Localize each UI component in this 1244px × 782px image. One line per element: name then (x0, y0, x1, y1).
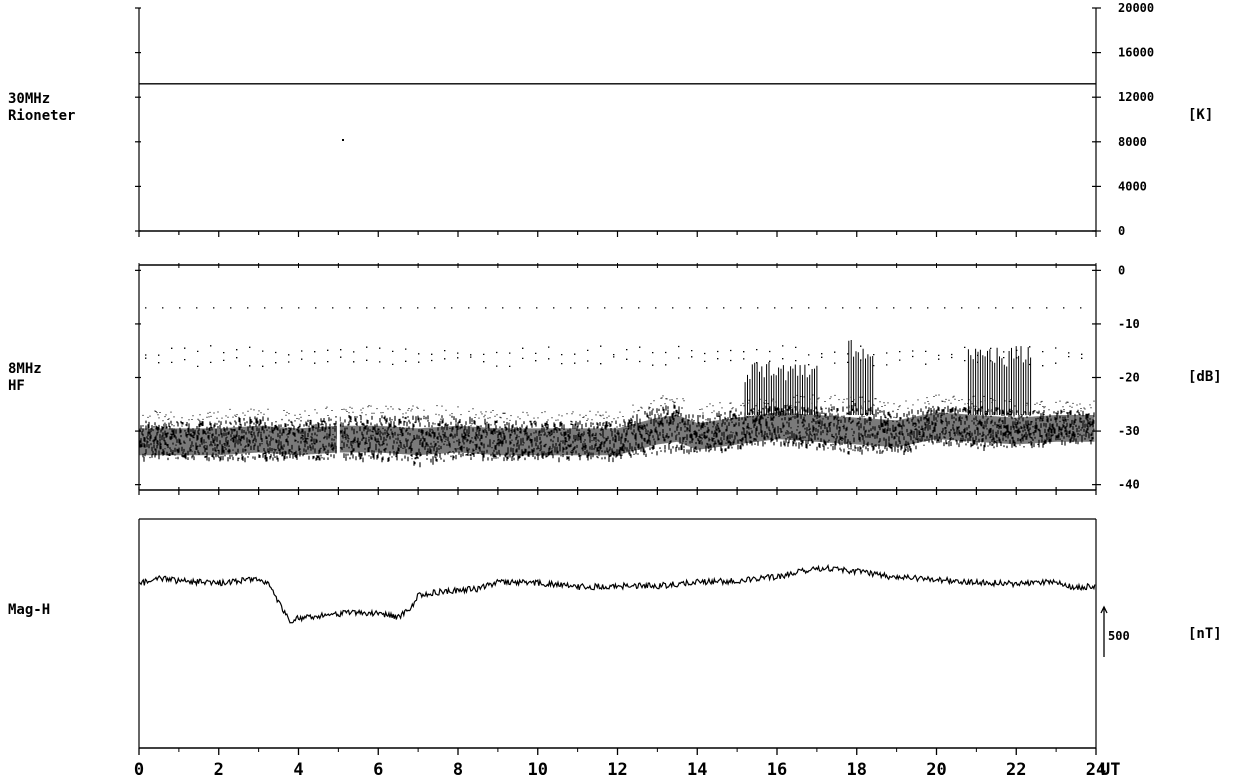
rioneter-tick-label-8000: 8000 (1118, 135, 1147, 149)
rioneter-tick-label-0: 0 (1118, 224, 1125, 238)
x-tick-label-4: 4 (293, 760, 303, 780)
hf-dotted-row-2 (145, 355, 1083, 368)
rioneter-tick-label-20000: 20000 (1118, 1, 1154, 15)
panel-label-hf-line1: 8MHz (8, 361, 42, 377)
rioneter-tick-label-16000: 16000 (1118, 46, 1154, 60)
x-tick-label-2: 2 (214, 760, 224, 780)
x-tick-label-20: 20 (926, 760, 946, 780)
hf-tick-label--10: -10 (1118, 317, 1140, 331)
unit-label-hf: [dB] (1188, 369, 1222, 385)
mag-series-line (138, 563, 1096, 624)
x-tick-label-14: 14 (687, 760, 707, 780)
x-tick-label-10: 10 (528, 760, 548, 780)
hf-dotted-row-1 (145, 345, 1083, 357)
rioneter-spike (342, 139, 344, 141)
panel-label-hf-line2: HF (8, 378, 25, 394)
unit-label-rioneter: [K] (1188, 107, 1214, 123)
x-tick-label-22: 22 (1006, 760, 1026, 780)
mag-scale-bar-label: 500 (1108, 629, 1130, 643)
hf-tick-label--20: -20 (1118, 371, 1140, 385)
panel-label-mag: Mag-H (8, 602, 50, 619)
panel-label-mag-line1: Mag-H (8, 602, 51, 618)
hf-spikes (744, 340, 1032, 415)
panel-label-rioneter-line2: Rioneter (8, 108, 76, 124)
hf-tick-label--40: -40 (1118, 478, 1140, 492)
hf-noise-band-core (139, 412, 1095, 456)
rioneter-tick-label-12000: 12000 (1118, 90, 1154, 104)
panel-label-rioneter: 30MHz Rioneter (8, 91, 75, 125)
hf-dotted-rows (145, 307, 1083, 368)
unit-label-mag: [nT] (1188, 626, 1222, 642)
hf-tick-label-0: 0 (1118, 263, 1125, 277)
x-tick-label-12: 12 (607, 760, 627, 780)
x-tick-label-18: 18 (847, 760, 867, 780)
rioneter-tick-label-4000: 4000 (1118, 179, 1147, 193)
x-tick-label-24: 24 (1086, 760, 1106, 780)
panel-label-rioneter-line1: 30MHz (8, 91, 51, 107)
x-tick-label-0: 0 (134, 760, 144, 780)
hf-tick-label--30: -30 (1118, 424, 1140, 438)
x-tick-label-8: 8 (453, 760, 463, 780)
mag-scale-arrow-icon (1100, 605, 1108, 614)
panel-label-hf: 8MHz HF (8, 361, 42, 395)
x-unit-label: UT (1100, 760, 1120, 780)
hf-noise-band (139, 394, 1095, 468)
x-tick-label-16: 16 (767, 760, 787, 780)
hf-data-gap (336, 409, 340, 464)
x-tick-label-6: 6 (373, 760, 383, 780)
